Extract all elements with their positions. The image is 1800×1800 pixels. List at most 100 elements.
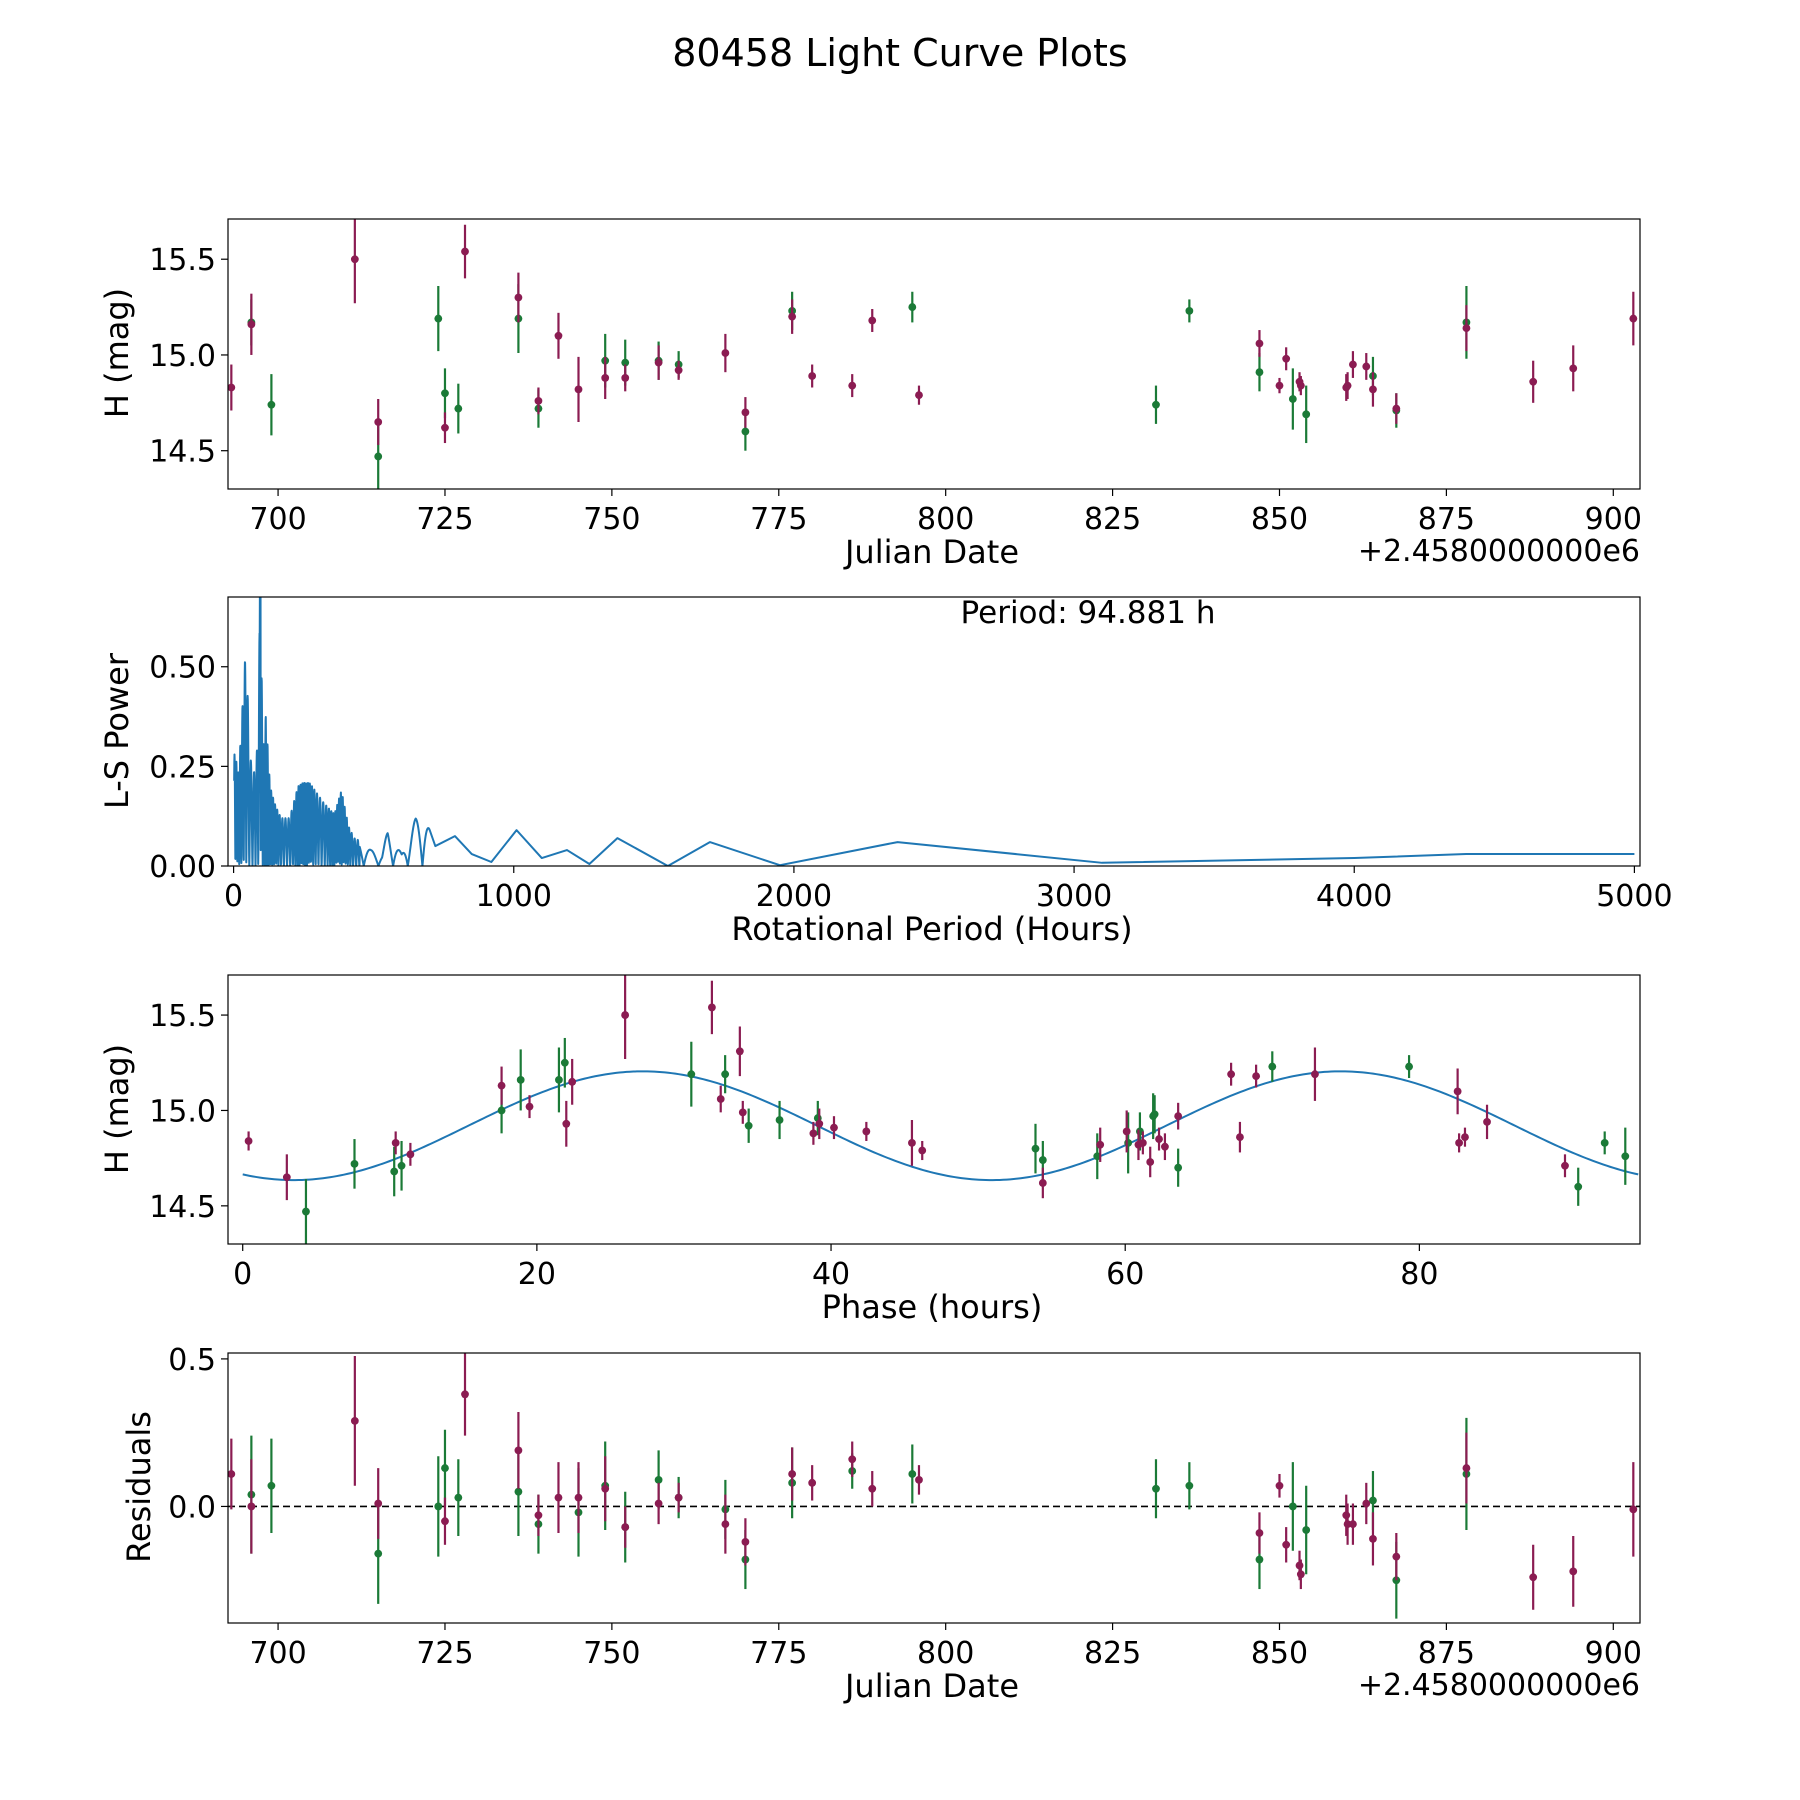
green-data-point [1031, 1144, 1040, 1153]
magenta-data-point [1455, 1138, 1463, 1147]
residuals-ylabel: Residuals [120, 1411, 158, 1563]
magenta-data-point [1392, 404, 1401, 413]
x-tick-label: 850 [1251, 1636, 1308, 1671]
x-tick-label: 20 [518, 1257, 556, 1292]
magenta-series [228, 1353, 1638, 1610]
magenta-data-point [915, 391, 923, 400]
magenta-data-point [1275, 381, 1284, 390]
green-data-point [1621, 1152, 1630, 1161]
magenta-data-point [374, 1499, 383, 1508]
green-data-point [1268, 1062, 1277, 1071]
y-tick-label: 15.5 [149, 243, 216, 278]
magenta-data-point [788, 312, 797, 321]
green-data-point [434, 314, 443, 323]
magenta-data-point [574, 1493, 583, 1502]
magenta-data-point [1296, 1570, 1305, 1579]
magenta-data-point [562, 1119, 571, 1128]
magenta-data-point [461, 247, 469, 256]
magenta-data-point [708, 1003, 716, 1012]
period-annotation: Period: 94.881 h [961, 595, 1216, 631]
magenta-data-point [809, 1129, 818, 1138]
magenta-data-point [1362, 362, 1371, 371]
green-data-point [454, 1493, 463, 1502]
magenta-data-point [601, 1484, 610, 1493]
magenta-data-point [738, 1108, 747, 1117]
green-data-point [454, 404, 463, 413]
green-data-point [1600, 1138, 1609, 1147]
periodogram-xlabel: Rotational Period (Hours) [731, 910, 1132, 948]
y-tick-label: 15.0 [149, 1094, 216, 1129]
magenta-data-point [735, 1047, 744, 1056]
green-data-point [621, 358, 630, 367]
x-tick-label: 875 [1418, 502, 1475, 537]
magenta-data-point [461, 1390, 469, 1399]
green-data-point [441, 389, 449, 398]
magenta-data-point [788, 1470, 797, 1478]
green-data-point [497, 1106, 506, 1115]
magenta-data-point [654, 358, 663, 367]
green-data-point [1038, 1156, 1047, 1164]
magenta-data-point [441, 1517, 449, 1526]
green-data-point [1174, 1163, 1183, 1172]
y-tick-label: 14.5 [149, 435, 216, 470]
magenta-data-point [1146, 1158, 1155, 1166]
magenta-data-point [1155, 1135, 1163, 1143]
periodogram-panel: L-S Power Rotational Period (Hours) Peri… [98, 595, 1673, 948]
phase-folded-panel: H (mag) Phase (hours) 0 20 40 60 80 14.5 15.0 1… [98, 974, 1641, 1326]
magenta-data-point [815, 1119, 824, 1128]
residuals-xlabel: Julian Date [843, 1667, 1019, 1705]
green-data-point [654, 1475, 663, 1484]
phase-folded-axes-frame [227, 974, 1641, 1245]
magenta-data-point [1255, 1529, 1264, 1537]
magenta-data-point [1343, 381, 1352, 390]
magenta-data-point [1138, 1138, 1147, 1147]
magenta-data-point [534, 397, 543, 405]
magenta-data-point [621, 1523, 630, 1531]
green-series [302, 1037, 1630, 1244]
x-tick-label: 825 [1084, 502, 1141, 537]
magenta-data-point [848, 381, 857, 390]
magenta-data-point [868, 1484, 877, 1493]
magenta-series [244, 975, 1569, 1201]
y-tick-label: 0.50 [149, 651, 216, 686]
magenta-data-point [1569, 1567, 1578, 1576]
light-curve-x-offset: +2.4580000000e6 [1358, 534, 1640, 569]
magenta-data-point [1369, 1535, 1377, 1543]
x-tick-label: 775 [750, 1636, 807, 1671]
light-curve-plot-area [228, 219, 1638, 489]
magenta-data-point [247, 320, 256, 329]
magenta-data-point [601, 374, 610, 382]
magenta-data-point [568, 1077, 577, 1086]
periodogram-line [233, 597, 1635, 866]
x-tick-label: 1000 [476, 879, 552, 914]
magenta-data-point [808, 372, 817, 380]
y-tick-label: 0.5 [168, 1343, 216, 1378]
magenta-data-point [1349, 1520, 1357, 1529]
x-tick-label: 725 [416, 1636, 473, 1671]
magenta-data-point [1483, 1118, 1491, 1126]
magenta-series [228, 219, 1638, 445]
green-data-point [514, 1487, 523, 1496]
magenta-data-point [721, 1520, 730, 1529]
residuals-panel: Residuals Julian Date +2.4580000000e6 70… [120, 1343, 1642, 1705]
green-data-point [516, 1076, 525, 1084]
x-tick-label: 40 [812, 1257, 850, 1292]
green-data-point [1185, 307, 1194, 315]
magenta-data-point [497, 1081, 506, 1090]
green-series [247, 1417, 1471, 1619]
green-data-point [560, 1058, 569, 1067]
green-data-point [374, 452, 383, 461]
green-data-point [1574, 1182, 1583, 1191]
green-data-point [1124, 1138, 1133, 1147]
green-data-point [1369, 1496, 1377, 1505]
magenta-data-point [721, 349, 730, 357]
periodogram-axes-frame [227, 596, 1641, 867]
magenta-data-point [1629, 314, 1638, 323]
residuals-plot-area [228, 1353, 1640, 1619]
magenta-data-point [1349, 360, 1357, 369]
magenta-data-point [350, 255, 359, 264]
magenta-data-point [674, 1493, 683, 1502]
green-data-point [721, 1070, 730, 1079]
green-data-point [741, 427, 750, 436]
magenta-data-point [654, 1499, 663, 1508]
